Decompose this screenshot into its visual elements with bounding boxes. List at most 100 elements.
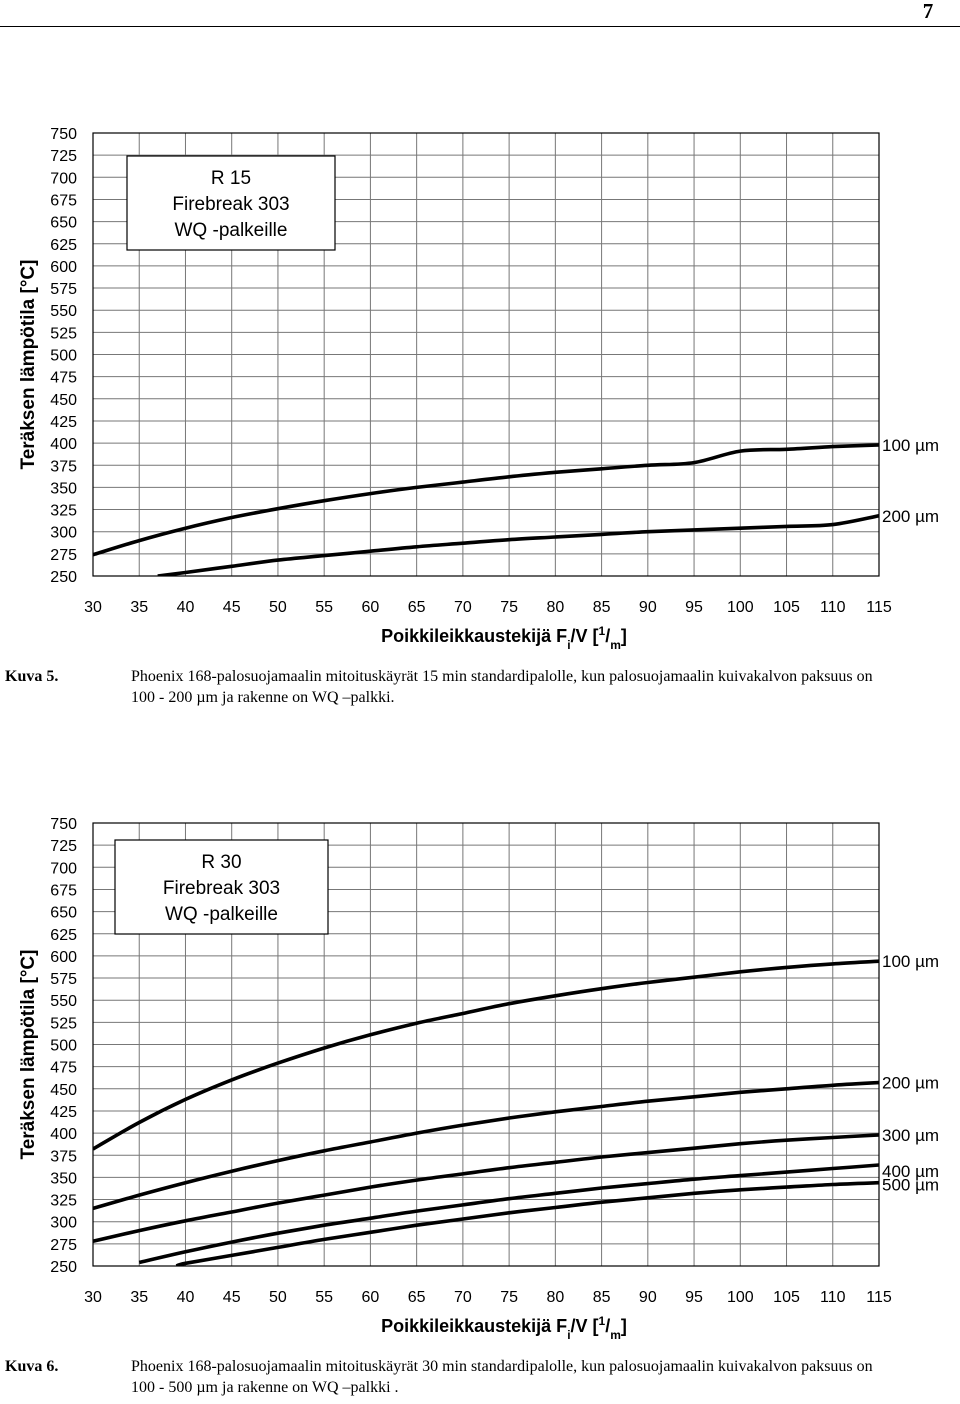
figure-label: Kuva 5. bbox=[5, 668, 59, 685]
legend-text: Firebreak 303 bbox=[172, 194, 289, 215]
x-tick-label: 100 bbox=[727, 1289, 754, 1306]
y-tick-label: 550 bbox=[50, 303, 77, 320]
x-tick-label: 115 bbox=[866, 599, 892, 616]
y-tick-label: 600 bbox=[50, 259, 77, 276]
x-tick-label: 115 bbox=[866, 1289, 892, 1306]
series-line bbox=[93, 1133, 879, 1243]
y-tick-label: 725 bbox=[50, 838, 77, 855]
series-label: 200 µm bbox=[882, 1074, 939, 1093]
x-tick-label: 95 bbox=[685, 599, 703, 616]
y-axis-label: Teräksen lämpötila [°C] bbox=[18, 260, 39, 470]
y-tick-label: 500 bbox=[50, 1038, 77, 1055]
series-label: 300 µm bbox=[882, 1126, 939, 1145]
x-tick-label: 50 bbox=[269, 599, 287, 616]
series-line bbox=[175, 1180, 879, 1266]
x-tick-label: 60 bbox=[362, 1289, 380, 1306]
y-axis-label: Teräksen lämpötila [°C] bbox=[18, 950, 39, 1160]
series-line bbox=[93, 443, 879, 557]
x-tick-label: 40 bbox=[177, 599, 195, 616]
y-tick-label: 675 bbox=[50, 192, 77, 209]
x-tick-label: 30 bbox=[84, 599, 102, 616]
x-tick-label: 35 bbox=[130, 599, 148, 616]
x-tick-label: 70 bbox=[454, 599, 472, 616]
y-tick-label: 400 bbox=[50, 436, 77, 453]
x-tick-label: 40 bbox=[177, 1289, 195, 1306]
y-tick-label: 750 bbox=[50, 816, 77, 833]
x-tick-label: 30 bbox=[84, 1289, 102, 1306]
plot-frame bbox=[92, 132, 880, 577]
y-tick-label: 375 bbox=[50, 458, 77, 475]
y-tick-label: 250 bbox=[50, 1259, 77, 1276]
series-label: 100 µm bbox=[882, 952, 939, 971]
y-tick-label: 325 bbox=[50, 1193, 77, 1210]
y-tick-label: 350 bbox=[50, 1170, 77, 1187]
x-tick-label: 105 bbox=[773, 1289, 800, 1306]
y-tick-label: 750 bbox=[50, 126, 77, 143]
x-tick-label: 50 bbox=[269, 1289, 287, 1306]
y-tick-label: 425 bbox=[50, 414, 77, 431]
y-tick-label: 300 bbox=[50, 1215, 77, 1232]
legend-text: WQ -palkeille bbox=[175, 220, 288, 241]
y-tick-label: 575 bbox=[50, 281, 77, 298]
legend-text: Firebreak 303 bbox=[163, 878, 280, 899]
y-tick-label: 275 bbox=[50, 547, 77, 564]
x-tick-label: 110 bbox=[820, 599, 846, 616]
y-tick-label: 500 bbox=[50, 348, 77, 365]
series-label: 400 µm bbox=[882, 1162, 939, 1181]
x-tick-label: 65 bbox=[408, 1289, 426, 1306]
y-tick-label: 400 bbox=[50, 1126, 77, 1143]
y-tick-label: 275 bbox=[50, 1237, 77, 1254]
y-tick-label: 525 bbox=[50, 325, 77, 342]
y-tick-label: 300 bbox=[50, 525, 77, 542]
x-tick-label: 45 bbox=[223, 599, 241, 616]
legend-text: WQ -palkeille bbox=[165, 904, 278, 925]
plot-frame bbox=[92, 822, 880, 1267]
y-tick-label: 700 bbox=[50, 170, 77, 187]
y-tick-label: 625 bbox=[50, 237, 77, 254]
x-tick-label: 100 bbox=[727, 599, 754, 616]
y-tick-label: 350 bbox=[50, 480, 77, 497]
x-tick-label: 105 bbox=[773, 599, 800, 616]
x-tick-label: 80 bbox=[546, 599, 564, 616]
y-tick-label: 600 bbox=[50, 949, 77, 966]
x-tick-label: 90 bbox=[639, 599, 657, 616]
y-tick-label: 525 bbox=[50, 1015, 77, 1032]
figure-label: Kuva 6. bbox=[5, 1358, 59, 1375]
x-tick-label: 75 bbox=[500, 1289, 518, 1306]
series-line bbox=[138, 1163, 879, 1265]
y-tick-label: 375 bbox=[50, 1148, 77, 1165]
y-tick-label: 650 bbox=[50, 215, 77, 232]
figure-caption: Phoenix 168-palosuojamaalin mitoituskäyr… bbox=[131, 1358, 873, 1396]
x-tick-label: 65 bbox=[408, 599, 426, 616]
chart-r30: 250 275 300 325 350 375 400 425 450 475 500 525 550 5… bbox=[18, 816, 939, 1340]
x-tick-label: 75 bbox=[500, 599, 518, 616]
y-tick-label: 425 bbox=[50, 1104, 77, 1121]
x-tick-label: 85 bbox=[593, 1289, 611, 1306]
legend-text: R 30 bbox=[201, 852, 241, 873]
x-tick-label: 55 bbox=[315, 1289, 333, 1306]
y-tick-label: 625 bbox=[50, 927, 77, 944]
y-tick-label: 450 bbox=[50, 392, 77, 409]
series-line bbox=[93, 959, 879, 1151]
y-tick-label: 325 bbox=[50, 503, 77, 520]
y-tick-label: 475 bbox=[50, 370, 77, 387]
legend-box bbox=[126, 155, 336, 251]
x-tick-label: 110 bbox=[820, 1289, 846, 1306]
y-tick-label: 700 bbox=[50, 860, 77, 877]
y-tick-label: 475 bbox=[50, 1060, 77, 1077]
y-tick-label: 675 bbox=[50, 882, 77, 899]
x-tick-label: 95 bbox=[685, 1289, 703, 1306]
y-tick-label: 650 bbox=[50, 905, 77, 922]
y-tick-label: 250 bbox=[50, 569, 77, 586]
x-tick-label: 55 bbox=[315, 599, 333, 616]
legend-text: R 15 bbox=[211, 168, 251, 189]
figure-caption: Phoenix 168-palosuojamaalin mitoituskäyr… bbox=[131, 668, 873, 706]
legend-box bbox=[114, 839, 329, 935]
x-tick-label: 60 bbox=[362, 599, 380, 616]
series-label: 100 µm bbox=[882, 436, 939, 455]
series-line bbox=[157, 514, 879, 576]
y-tick-label: 550 bbox=[50, 993, 77, 1010]
x-tick-label: 35 bbox=[130, 1289, 148, 1306]
chart-r15: 250 275 300 325 350 375 400 425 450 475 500 525 550 5… bbox=[18, 126, 939, 650]
y-tick-label: 450 bbox=[50, 1082, 77, 1099]
